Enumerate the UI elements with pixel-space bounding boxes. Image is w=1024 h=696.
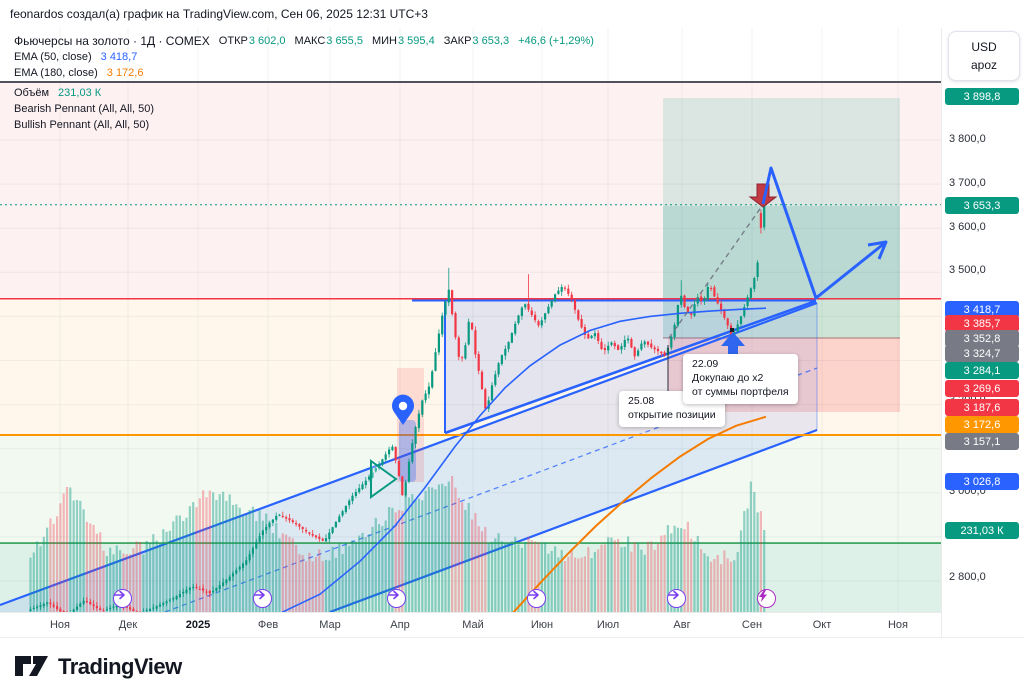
price-label-badge: 3 269,6 xyxy=(945,380,1019,397)
contract-rollover-icon[interactable] xyxy=(386,589,406,608)
time-tick: Июл xyxy=(596,619,620,631)
symbol-title[interactable]: Фьючерсы на золото · 1Д · COMEX xyxy=(14,34,210,48)
ohlc-close-value: 3 653,3 xyxy=(472,35,510,47)
time-tick: Апр xyxy=(390,619,410,631)
pennant-pattern-icon[interactable] xyxy=(370,459,398,499)
time-scale[interactable]: Ноя Дек 2025 Фев Мар Апр Май Июн Июл Авг Сен Окт Ноя xyxy=(0,612,941,638)
contract-rollover-icon[interactable] xyxy=(666,589,686,608)
price-tick: 3 500,0 xyxy=(949,264,986,276)
tradingview-brand-text[interactable]: TradingView xyxy=(58,654,182,679)
ema50-label: EMA (50, close) xyxy=(14,51,92,63)
buy-arrow-marker[interactable] xyxy=(721,332,745,359)
time-tick: Мар xyxy=(319,619,341,631)
note-add-date: 22.09 xyxy=(692,358,719,370)
legend-ema50-row[interactable]: EMA (50, close) 3 418,7 xyxy=(14,49,594,65)
price-chart-canvas xyxy=(0,28,941,612)
price-scale[interactable]: USD apoz 3 800,0 3 700,0 3 600,0 3 500,0 3 2… xyxy=(941,28,1024,637)
unit-toggle-button[interactable]: USD apoz xyxy=(948,31,1020,81)
chart-legend: Фьючерсы на золото · 1Д · COMEX ОТКР 3 60… xyxy=(14,33,594,133)
price-label-badge: 3 898,8 xyxy=(945,88,1019,105)
change-value: +46,6 (+1,29%) xyxy=(518,35,594,47)
price-label-badge: 3 653,3 xyxy=(945,197,1019,214)
legend-bullish-pennant-row[interactable]: Bullish Pennant (All, All, 50) xyxy=(14,117,594,133)
note-open-text: открытие позиции xyxy=(628,408,716,421)
footer-bar: TradingView xyxy=(0,637,1024,696)
bullish-pennant-label: Bullish Pennant (All, All, 50) xyxy=(14,119,150,131)
contract-rollover-icon[interactable] xyxy=(112,589,132,608)
ohlc-low-label: МИН xyxy=(371,35,397,47)
time-tick: Дек xyxy=(118,619,138,631)
ema180-value: 3 172,6 xyxy=(106,67,144,79)
time-tick: Ноя xyxy=(49,619,71,631)
time-tick: Фев xyxy=(257,619,279,631)
price-label-badge: 3 284,1 xyxy=(945,362,1019,379)
price-tick: 3 600,0 xyxy=(949,221,986,233)
legend-bearish-pennant-row[interactable]: Bearish Pennant (All, All, 50) xyxy=(14,101,594,117)
legend-ema180-row[interactable]: EMA (180, close) 3 172,6 xyxy=(14,65,594,81)
unit-currency: USD xyxy=(971,40,997,54)
price-tick: 2 800,0 xyxy=(949,571,986,583)
unit-measure: apoz xyxy=(970,58,998,72)
time-tick: Авг xyxy=(673,619,691,631)
bearish-pennant-label: Bearish Pennant (All, All, 50) xyxy=(14,103,155,115)
legend-volume-row[interactable]: Объём 231,03 К xyxy=(14,85,594,101)
projection-arrow[interactable] xyxy=(761,166,888,300)
tradingview-logo-icon[interactable] xyxy=(14,653,50,681)
time-tick: Май xyxy=(462,619,484,631)
legend-symbol-row[interactable]: Фьючерсы на золото · 1Д · COMEX ОТКР 3 60… xyxy=(14,33,594,49)
ohlc-low-value: 3 595,4 xyxy=(397,35,435,47)
contract-rollover-icon[interactable] xyxy=(526,589,546,608)
time-tick: Сен xyxy=(741,619,763,631)
earnings-lightning-icon[interactable] xyxy=(756,589,776,608)
chart-plot[interactable]: Фьючерсы на золото · 1Д · COMEX ОТКР 3 60… xyxy=(0,28,941,612)
sell-arrow-marker[interactable] xyxy=(748,183,778,208)
note-open-date: 25.08 xyxy=(628,395,655,407)
ema50-value: 3 418,7 xyxy=(100,51,138,63)
price-label-badge: 3 385,7 xyxy=(945,315,1019,332)
entry-pin-icon[interactable] xyxy=(392,394,415,425)
ema50-line xyxy=(281,307,767,612)
volume-value: 231,03 К xyxy=(58,87,102,99)
time-tick: Окт xyxy=(812,619,832,631)
ema180-line xyxy=(512,415,767,612)
price-tick: 3 700,0 xyxy=(949,177,986,189)
ema180-label: EMA (180, close) xyxy=(14,67,98,79)
price-label-badge: 3 157,1 xyxy=(945,433,1019,450)
contract-rollover-icon[interactable] xyxy=(252,589,272,608)
time-tick: 2025 xyxy=(185,619,211,631)
note-add-text-2: от суммы портфеля xyxy=(692,385,789,398)
time-tick: Ноя xyxy=(887,619,909,631)
ohlc-open-label: ОТКР xyxy=(218,35,248,47)
ohlc-high-label: МАКС xyxy=(294,35,326,47)
price-label-badge: 3 026,8 xyxy=(945,473,1019,490)
ohlc-high-value: 3 655,5 xyxy=(326,35,363,47)
ohlc-open-value: 3 602,0 xyxy=(248,35,286,47)
note-add-text-1: Докупаю до х2 xyxy=(692,371,764,384)
price-label-badge: 3 324,7 xyxy=(945,345,1019,362)
pennant-target-box[interactable] xyxy=(663,98,900,338)
price-tick: 3 800,0 xyxy=(949,133,986,145)
time-tick: Июн xyxy=(530,619,554,631)
note-add-position[interactable]: 22.09 Докупаю до х2 от суммы портфеля xyxy=(683,354,798,404)
price-label-badge: 3 187,6 xyxy=(945,399,1019,416)
price-label-badge: 231,03 К xyxy=(945,522,1019,539)
price-label-badge: 3 172,6 xyxy=(945,416,1019,433)
price-label-badge: 3 352,8 xyxy=(945,330,1019,347)
volume-label: Объём xyxy=(14,87,50,99)
attribution-text: feonardos создал(а) график на TradingVie… xyxy=(10,7,428,21)
ohlc-close-label: ЗАКР xyxy=(443,35,472,47)
april-highlight-marker[interactable] xyxy=(397,368,424,482)
volume-series xyxy=(29,476,766,612)
price-label-badge: 3 418,7 xyxy=(945,301,1019,318)
